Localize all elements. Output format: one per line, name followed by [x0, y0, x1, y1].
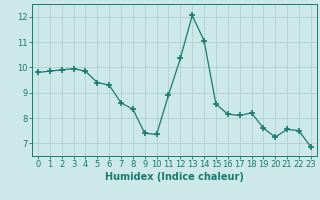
X-axis label: Humidex (Indice chaleur): Humidex (Indice chaleur) [105, 172, 244, 182]
